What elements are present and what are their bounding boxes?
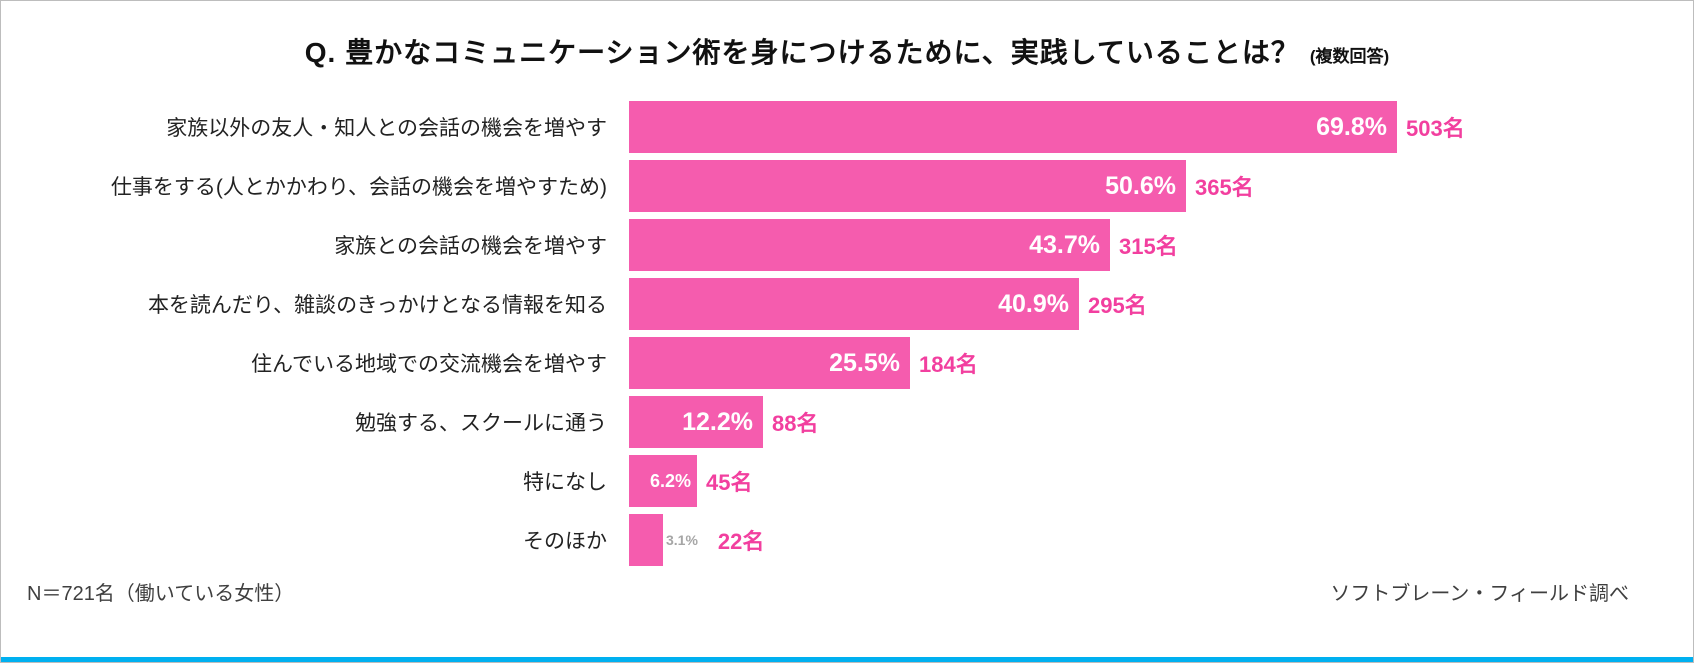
category-label: 家族以外の友人・知人との会話の機会を増やす xyxy=(166,117,607,140)
chart-title: Q. 豊かなコミュニケーション術を身につけるために、実践していることは？ xyxy=(304,37,1300,68)
chart-row: 本を読んだり、雑談のきっかけとなる情報を知る 40.9% 295名 xyxy=(1,278,1693,330)
chart-row: 仕事をする(人とかかわり、会話の機会を増やすため) 50.6% 365名 xyxy=(1,160,1693,212)
chart-row: 住んでいる地域での交流機会を増やす 25.5% 184名 xyxy=(1,337,1693,389)
chart-row: そのほか 3.1% 22名 xyxy=(1,514,1693,566)
chart-row: 家族との会話の機会を増やす 43.7% 315名 xyxy=(1,219,1693,271)
chart-row: 勉強する、スクールに通う 12.2% 88名 xyxy=(1,396,1693,448)
bar-area: 40.9% 295名 xyxy=(629,278,1693,330)
category-label: 仕事をする(人とかかわり、会話の機会を増やすため) xyxy=(110,176,607,199)
bar-area: 3.1% 22名 xyxy=(629,514,1693,566)
percent-label: 40.9% xyxy=(998,289,1069,318)
bar: 6.2% xyxy=(629,455,697,507)
bar-area: 50.6% 365名 xyxy=(629,160,1693,212)
category-label: 住んでいる地域での交流機会を増やす xyxy=(251,353,607,376)
sample-size-note: N＝721名（働いている女性） xyxy=(27,583,295,605)
category-label: 本を読んだり、雑談のきっかけとなる情報を知る xyxy=(147,294,607,317)
count-label: 365名 xyxy=(1195,175,1254,200)
chart-row: 特になし 6.2% 45名 xyxy=(1,455,1693,507)
bar-area: 25.5% 184名 xyxy=(629,337,1693,389)
bar: 50.6% xyxy=(629,160,1186,212)
percent-label: 12.2% xyxy=(682,407,753,436)
count-label: 22名 xyxy=(717,529,765,554)
percent-label: 6.2% xyxy=(649,470,691,491)
bar: 40.9% xyxy=(629,278,1079,330)
bar: 12.2% xyxy=(629,396,763,448)
page-title: Q. 豊かなコミュニケーション術を身につけるために、実践していることは？ (複数回… xyxy=(1,31,1693,71)
bar-area: 43.7% 315名 xyxy=(629,219,1693,271)
chart-title-note: (複数回答) xyxy=(1309,47,1390,66)
percent-label: 25.5% xyxy=(829,348,900,377)
percent-label: 50.6% xyxy=(1105,171,1176,200)
chart-row: 家族以外の友人・知人との会話の機会を増やす 69.8% 503名 xyxy=(1,101,1693,153)
count-label: 503名 xyxy=(1406,116,1465,141)
bar-area: 12.2% 88名 xyxy=(629,396,1693,448)
bar-area: 6.2% 45名 xyxy=(629,455,1693,507)
category-label: 特になし xyxy=(523,471,607,494)
source-credit: ソフトブレーン・フィールド調べ xyxy=(1330,583,1629,605)
percent-label: 3.1% xyxy=(666,532,698,548)
bar-chart: 家族以外の友人・知人との会話の機会を増やす 69.8% 503名仕事をする(人とかか… xyxy=(1,101,1693,566)
count-label: 184名 xyxy=(919,352,978,377)
count-label: 88名 xyxy=(772,411,819,436)
bar: 69.8% xyxy=(629,101,1397,153)
bar: 25.5% xyxy=(629,337,910,389)
count-label: 315名 xyxy=(1119,234,1178,259)
category-label: 家族との会話の機会を増やす xyxy=(334,235,607,258)
category-label: 勉強する、スクールに通う xyxy=(355,412,607,435)
percent-label: 43.7% xyxy=(1029,230,1100,259)
bar xyxy=(629,514,663,566)
percent-label: 69.8% xyxy=(1316,112,1387,141)
bar: 43.7% xyxy=(629,219,1110,271)
bar-area: 69.8% 503名 xyxy=(629,101,1693,153)
bottom-accent-line xyxy=(1,657,1693,662)
count-label: 295名 xyxy=(1088,293,1147,318)
category-label: そのほか xyxy=(523,530,607,553)
count-label: 45名 xyxy=(706,470,753,495)
